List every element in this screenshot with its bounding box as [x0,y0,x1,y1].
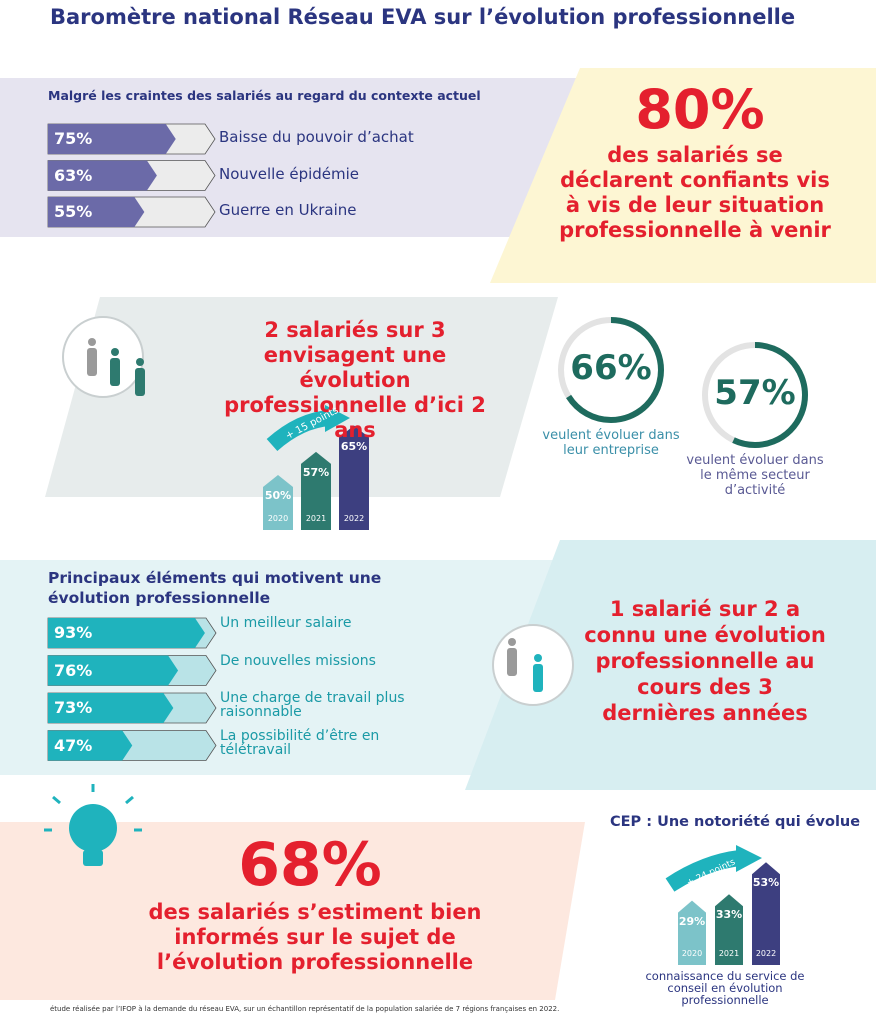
bar-year: 2020 [267,514,289,523]
section-bg [0,822,585,1000]
bar-year: 2022 [343,514,365,523]
section-heading: Malgré les craintes des salariés au rega… [48,88,481,103]
bar [48,618,205,648]
bar-label: 29% [678,914,706,928]
bar-label: 65% [340,439,368,453]
bar-text: Un meilleur salaire [220,615,352,631]
bar [301,451,331,530]
donut-arc [702,342,808,448]
bar-label: 53% [752,876,780,890]
bar-label: 73% [54,698,93,717]
bar-label: 75% [54,129,93,148]
bar [48,655,179,686]
donut-label: 66% [570,348,652,388]
caption: connaissance du service de conseil en év… [645,969,805,1007]
donut-label: 57% [714,373,796,413]
bar-label: 33% [715,908,743,922]
donut-text: veulent évoluer dans le même secteur d’a… [686,453,824,498]
stat-text: des salariés s’estiment bien informés su… [148,900,482,974]
big-stat: 68% [238,830,382,900]
stat-text: des salariés se déclarent confiants vis … [559,143,831,242]
section-bg [45,297,558,497]
footnote: étude réalisée par l’IFOP à la demande d… [50,1005,560,1013]
headline: 2 salariés sur 3 envisagent une évolutio… [224,318,486,442]
gain-arrow [665,850,742,892]
bar-text: Guerre en Ukraine [219,201,357,219]
donut-arc [558,317,664,423]
section-heading: CEP : Une notoriété qui évolue [610,814,861,830]
bar-text: Nouvelle épidémie [219,164,360,183]
bar-label: 93% [54,623,93,642]
bar-label: 63% [54,165,93,185]
bar-text: Baisse du pouvoir d’achat [219,128,414,146]
bar-text: Une charge de travail plus raisonnable [220,690,405,720]
bar [48,693,174,723]
gain-arrow-head [736,845,762,872]
bar [339,425,369,530]
bar [715,894,743,965]
page-title: Baromètre national Réseau EVA sur l’évol… [50,5,796,29]
stat-text: 1 salarié sur 2 a connu une évolution pr… [584,597,826,725]
bar-year: 2021 [718,949,740,958]
bar [263,475,293,530]
people-icon [492,624,574,706]
bar [752,862,780,965]
section-heading: Principaux éléments qui motivent une évo… [48,569,382,607]
bar-label: 57% [302,465,330,479]
section-bg [490,68,876,283]
donut-text: veulent évoluer dans leur entreprise [542,428,680,458]
bar-label: 50% [264,489,292,502]
bar [48,160,157,191]
bar-text: La possibilité d’être en télétravail [220,727,380,758]
gain-arrow-head [325,405,350,432]
bar-year: 2020 [681,949,703,958]
bar-label: 55% [54,202,93,221]
bar-year: 2022 [755,949,777,958]
lightbulb-icon [44,784,142,866]
bar-year: 2021 [305,514,327,523]
bar-text: De nouvelles missions [220,652,376,669]
bar [678,900,706,965]
big-stat: 80% [635,78,765,141]
bar [48,124,176,154]
gain-arrow [266,410,331,452]
bar-label: 76% [54,660,93,680]
bar [48,730,133,761]
bar [48,197,145,227]
bar-label: 47% [54,735,93,755]
section-bg [465,540,876,790]
people-icon [62,316,145,398]
